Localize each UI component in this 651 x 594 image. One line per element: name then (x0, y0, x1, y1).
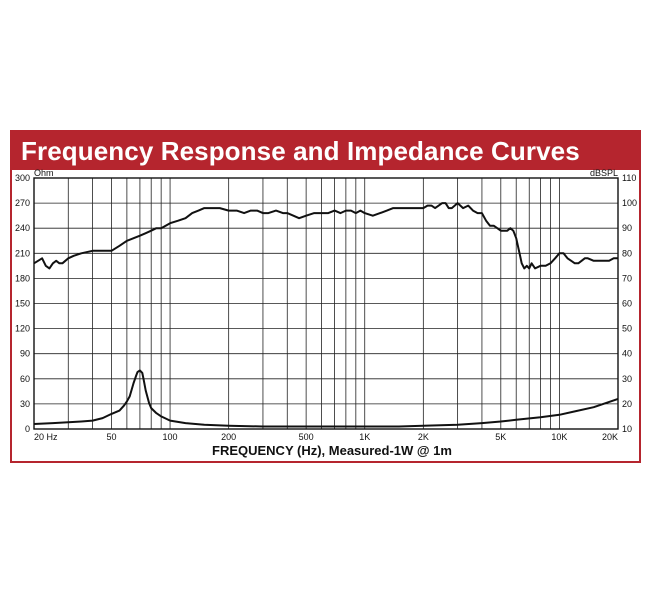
y-left-tick-label: 240 (15, 223, 30, 233)
y-right-tick-label: 20 (622, 399, 632, 409)
x-tick-label: 20K (602, 432, 618, 442)
x-tick-label: 100 (163, 432, 178, 442)
y-left-tick-label: 30 (20, 399, 30, 409)
plot-area-border (33, 177, 619, 430)
x-tick-label: 2K (418, 432, 429, 442)
x-axis-ticks: 20 Hz 50 100 200 500 1K 2K 5K 10K 20K (34, 432, 618, 442)
y-right-tick-label: 40 (622, 349, 632, 359)
y-left-tick-label: 270 (15, 198, 30, 208)
right-axis-ticks: 10 20 30 40 50 60 70 80 90 100 110 (622, 173, 637, 434)
y-left-tick-label: 300 (15, 173, 30, 183)
x-tick-label: 200 (221, 432, 236, 442)
title-bar: Frequency Response and Impedance Curves (12, 132, 639, 170)
y-left-tick-label: 90 (20, 349, 30, 359)
series-layer (33, 202, 619, 428)
impedance-line (33, 369, 619, 428)
frequency-response-line (33, 202, 618, 270)
y-left-tick-label: 0 (25, 424, 30, 434)
y-axis-left-label: Ohm (34, 168, 54, 178)
y-right-tick-label: 70 (622, 273, 632, 283)
chart-svg: 0 30 60 90 120 150 180 210 240 270 300 10 20 30 40 50 6… (15, 168, 637, 458)
y-left-tick-label: 150 (15, 299, 30, 309)
x-tick-label: 50 (106, 432, 116, 442)
y-axis-right-label: dBSPL (590, 168, 618, 178)
x-tick-label: 500 (299, 432, 314, 442)
x-axis-label: FREQUENCY (Hz), Measured-1W @ 1m (212, 443, 452, 458)
x-tick-label: 5K (495, 432, 506, 442)
y-right-tick-label: 10 (622, 424, 632, 434)
grid-lines (34, 178, 618, 429)
y-right-tick-label: 30 (622, 374, 632, 384)
y-right-tick-label: 80 (622, 248, 632, 258)
y-right-tick-label: 60 (622, 299, 632, 309)
y-left-tick-label: 210 (15, 248, 30, 258)
y-right-tick-label: 100 (622, 198, 637, 208)
left-axis-ticks: 0 30 60 90 120 150 180 210 240 270 300 (15, 173, 30, 434)
y-left-tick-label: 180 (15, 273, 30, 283)
plot-border (33, 177, 619, 430)
x-tick-label: 10K (551, 432, 567, 442)
y-left-tick-label: 60 (20, 374, 30, 384)
chart-title: Frequency Response and Impedance Curves (21, 136, 580, 166)
y-left-tick-label: 120 (15, 324, 30, 334)
x-tick-label: 20 Hz (34, 432, 58, 442)
chart-frame: Frequency Response and Impedance Curves … (10, 130, 641, 463)
x-tick-label: 1K (359, 432, 370, 442)
y-right-tick-label: 110 (622, 173, 636, 183)
y-right-tick-label: 50 (622, 324, 632, 334)
y-right-tick-label: 90 (622, 223, 632, 233)
